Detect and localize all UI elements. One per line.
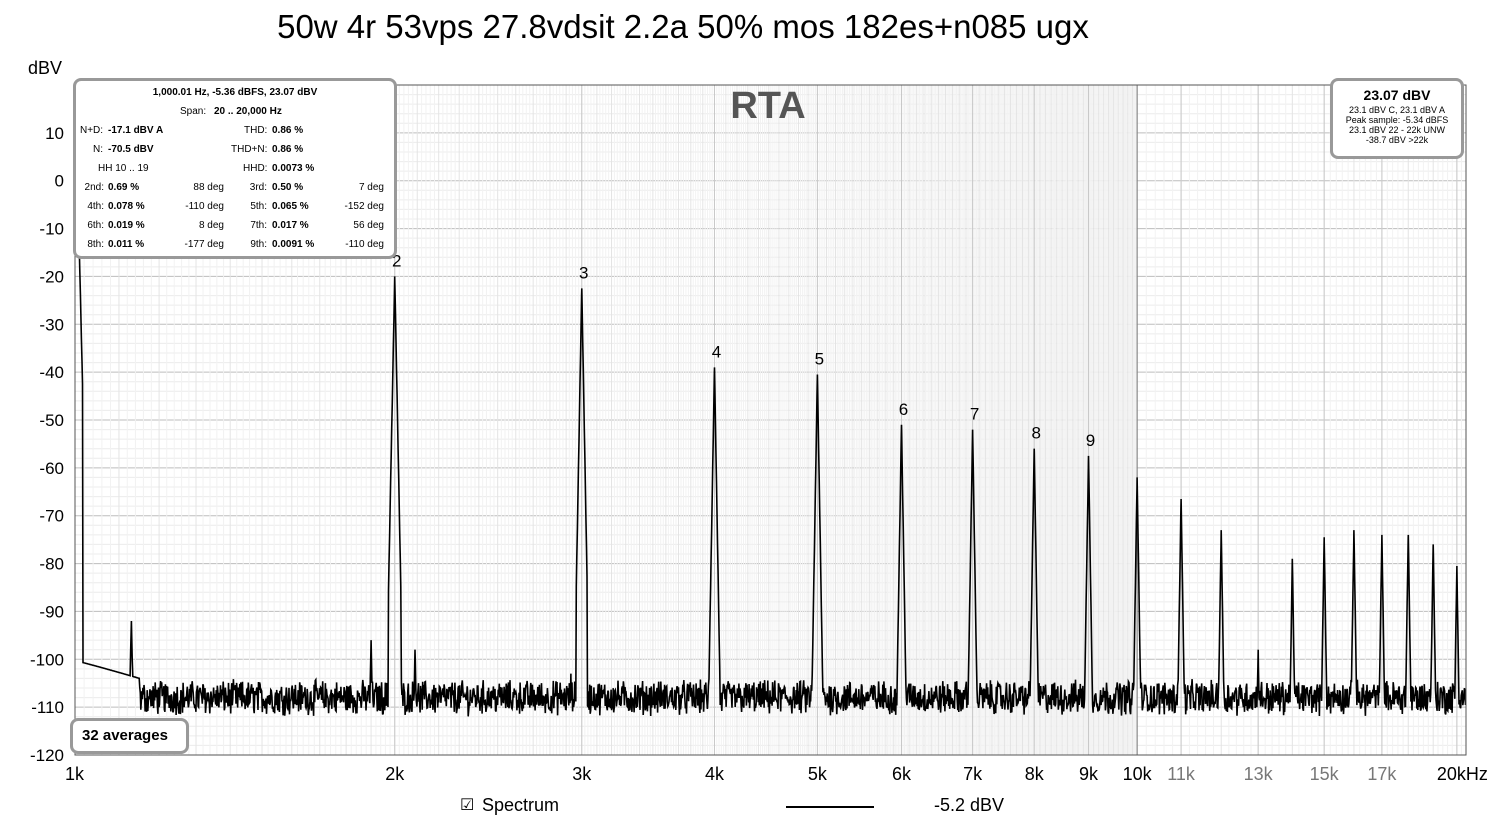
harmonic-label: 3 <box>579 263 588 282</box>
span-label: Span: <box>180 106 207 117</box>
nd-label: N+D: <box>80 125 104 136</box>
harmonic-label: 2nd: <box>84 182 104 193</box>
harmonic-label: 6 <box>899 400 908 419</box>
legend-level: -5.2 dBV <box>934 795 1005 815</box>
harmonic-phase: -152 deg <box>344 201 384 212</box>
y-tick-label: -110 <box>31 698 64 717</box>
level-line-3: 23.1 dBV 22 - 22k UNW <box>1348 125 1446 135</box>
x-tick-label: 17k <box>1367 764 1397 784</box>
y-tick-label: -70 <box>39 507 64 526</box>
x-tick-label: 7k <box>963 764 983 784</box>
y-tick-label: -30 <box>39 315 64 334</box>
harmonic-phase: -177 deg <box>184 239 224 250</box>
y-axis-label: dBV <box>28 58 62 78</box>
harmonic-label: 4th: <box>87 201 104 212</box>
hhd-label: HHD: <box>243 163 268 174</box>
harmonic-phase: 88 deg <box>193 182 224 193</box>
harmonic-value: 0.065 % <box>272 201 309 212</box>
harmonic-value: 0.011 % <box>108 239 145 250</box>
spectrum-trace <box>75 85 1466 717</box>
averages-badge[interactable]: 32 averages <box>70 718 189 754</box>
x-tick-label: 6k <box>892 764 912 784</box>
chart-title: 50w 4r 53vps 27.8vdsit 2.2a 50% mos 182e… <box>277 8 1089 45</box>
nd-value: -17.1 dBV A <box>108 125 164 136</box>
spectrum-checkbox[interactable]: ☑ <box>460 797 475 814</box>
y-tick-label: -80 <box>39 555 64 574</box>
thdn-value: 0.86 % <box>272 144 304 155</box>
harmonic-label: 8th: <box>87 239 104 250</box>
harmonic-value: 0.0091 % <box>272 239 315 250</box>
x-tick-label: 4k <box>705 764 725 784</box>
x-tick-label: 5k <box>808 764 828 784</box>
level-line-1: 23.1 dBV C, 23.1 dBV A <box>1348 105 1446 115</box>
legend: ☑ Spectrum -5.2 dBV <box>460 795 1060 819</box>
y-tick-label: -100 <box>30 650 64 669</box>
y-tick-label: -40 <box>39 363 64 382</box>
x-tick-label: 13k <box>1244 764 1274 784</box>
x-tick-label: 3k <box>572 764 592 784</box>
harmonic-label: 5 <box>815 350 824 369</box>
harmonic-phase: -110 deg <box>345 239 384 250</box>
hhd-value: 0.0073 % <box>272 163 315 174</box>
x-tick-label: 20kHz <box>1437 764 1488 784</box>
harmonic-phase: 56 deg <box>353 220 384 231</box>
harmonic-label: 7th: <box>250 220 267 231</box>
harmonic-label: 9 <box>1086 431 1095 450</box>
level-line-4: -38.7 dBV >22k <box>1365 135 1429 145</box>
axes: 10 0 -10 -20 -30 -40 -50 -60 -70 -80 -90 -100 -110 -1… <box>30 84 1488 784</box>
thdn-label: THD+N: <box>231 144 268 155</box>
harmonic-label: 4 <box>712 342 721 361</box>
harmonic-value: 0.69 % <box>108 182 140 193</box>
legend-line-swatch <box>786 806 874 808</box>
y-tick-label: -90 <box>39 602 64 621</box>
x-tick-label: 10k <box>1123 764 1153 784</box>
x-tick-label: 15k <box>1310 764 1340 784</box>
thd-label: THD: <box>244 125 268 136</box>
harmonic-label: 6th: <box>87 220 104 231</box>
harmonic-value: 0.50 % <box>272 182 304 193</box>
harmonic-phase: -110 deg <box>185 201 224 212</box>
plot-frame <box>74 84 1467 756</box>
harmonic-labels: 2 3 4 5 6 7 8 9 <box>392 251 1095 449</box>
grid-lines <box>74 84 1466 756</box>
harmonic-phase: 8 deg <box>198 220 224 231</box>
spectrum-series-line <box>75 85 1466 717</box>
level-line-2: Peak sample: -5.34 dBFS <box>1345 115 1449 125</box>
measurement-stats-panel[interactable]: 1,000.01 Hz, -5.36 dBFS, 23.07 dBV Span:… <box>73 78 397 259</box>
n-value: -70.5 dBV <box>108 144 154 155</box>
harmonic-phase: 7 deg <box>358 182 384 193</box>
harmonic-label: 7 <box>970 405 979 424</box>
harmonic-value: 0.017 % <box>272 220 309 231</box>
n-label: N: <box>93 144 103 155</box>
x-tick-label: 11k <box>1167 764 1196 784</box>
harmonic-label: 3rd: <box>249 182 267 193</box>
level-readout-panel[interactable]: 23.07 dBV 23.1 dBV C, 23.1 dBV A Peak sa… <box>1330 78 1464 159</box>
y-tick-label: 10 <box>45 124 64 143</box>
y-tick-label: -50 <box>39 411 64 430</box>
y-tick-label: -20 <box>39 267 64 286</box>
y-tick-label: -60 <box>39 459 64 478</box>
thd-value: 0.86 % <box>272 125 304 136</box>
stats-header: 1,000.01 Hz, -5.36 dBFS, 23.07 dBV <box>152 87 318 98</box>
level-main: 23.07 dBV <box>1363 87 1431 103</box>
harmonic-value: 0.078 % <box>108 201 145 212</box>
rta-watermark: RTA <box>730 85 805 127</box>
x-tick-label: 8k <box>1025 764 1045 784</box>
hh-label: HH 10 .. 19 <box>98 163 149 174</box>
harmonic-label: 9th: <box>250 239 267 250</box>
y-tick-label: 0 <box>55 172 64 191</box>
y-tick-label: -120 <box>30 746 64 765</box>
harmonic-label: 2 <box>392 251 401 270</box>
harmonic-value: 0.019 % <box>108 220 145 231</box>
x-tick-label: 1k <box>65 764 85 784</box>
x-tick-label: 9k <box>1079 764 1099 784</box>
harmonic-label: 5th: <box>250 201 267 212</box>
span-value: 20 .. 20,000 Hz <box>214 106 282 117</box>
averages-label: 32 averages <box>82 727 168 744</box>
x-tick-label: 2k <box>385 764 405 784</box>
harmonic-label: 8 <box>1031 424 1040 443</box>
y-tick-label: -10 <box>39 220 64 239</box>
legend-spectrum-label: Spectrum <box>482 795 560 815</box>
